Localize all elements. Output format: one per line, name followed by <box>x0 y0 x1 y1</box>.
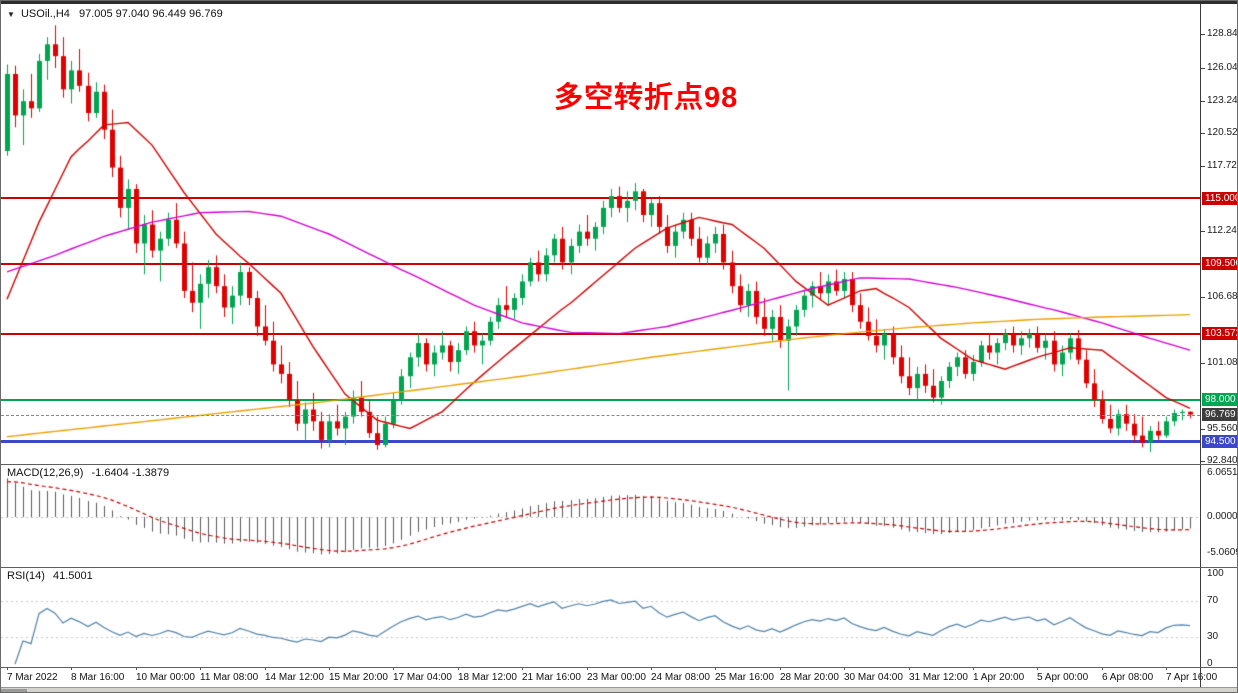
time-tick-mark <box>200 667 201 670</box>
hline-price-label: 109.500 <box>1202 257 1237 270</box>
time-tick-mark <box>587 667 588 670</box>
hline-price-label: 103.572 <box>1202 327 1237 340</box>
time-label: 24 Mar 08:00 <box>651 672 710 683</box>
time-label: 5 Apr 00:00 <box>1037 672 1089 683</box>
macd-panel-separator[interactable] <box>1 464 1237 465</box>
time-tick-mark <box>1037 667 1038 670</box>
time-label: 21 Mar 16:00 <box>522 672 581 683</box>
time-tick-mark <box>715 667 716 670</box>
time-label: 14 Mar 12:00 <box>265 672 324 683</box>
time-label: 11 Mar 08:00 <box>200 672 259 683</box>
time-label: 17 Mar 04:00 <box>393 672 452 683</box>
axis-separator-line <box>1200 4 1201 687</box>
price-tick-label: 123.240 <box>1207 95 1238 106</box>
time-tick-mark <box>973 667 974 670</box>
time-tick-mark <box>393 667 394 670</box>
macd-header: MACD(12,26,9) -1.6404 -1.3879 <box>7 467 169 479</box>
macd-tick-label: 6.0651 <box>1207 467 1238 478</box>
rsi-tick-label: 0 <box>1207 658 1213 669</box>
chart-text-annotation[interactable]: 多空转折点98 <box>554 82 739 114</box>
axis-tick-mark <box>1201 363 1205 364</box>
price-tick-label: 117.720 <box>1207 160 1237 171</box>
time-label: 25 Mar 16:00 <box>715 672 774 683</box>
main-chart-panel: ▼ USOil.,H4 97.005 97.040 96.449 96.769 … <box>1 4 1237 464</box>
rsi-panel-separator[interactable] <box>1 567 1237 568</box>
macd-name-label: MACD(12,26,9) <box>7 467 84 479</box>
window-top-border <box>1 1 1237 4</box>
chart-title: ▼ USOil.,H4 97.005 97.040 96.449 96.769 <box>7 8 223 20</box>
time-label: 23 Mar 00:00 <box>587 672 646 683</box>
time-tick-mark <box>136 667 137 670</box>
rsi-indicator-canvas[interactable] <box>1 567 1200 667</box>
ohlc-values: 97.005 97.040 96.449 96.769 <box>78 8 223 20</box>
time-tick-mark <box>780 667 781 670</box>
price-tick-label: 126.040 <box>1207 62 1238 73</box>
rsi-tick-label: 70 <box>1207 595 1219 606</box>
time-label: 30 Mar 04:00 <box>844 672 903 683</box>
rsi-panel: RSI(14) 41.5001 <box>1 567 1237 667</box>
current-price-label: 96.769 <box>1202 408 1237 421</box>
time-label: 15 Mar 20:00 <box>329 672 388 683</box>
axis-tick-mark <box>1201 133 1205 134</box>
time-tick-mark <box>522 667 523 670</box>
hline-price-label: 115.000 <box>1202 192 1237 205</box>
rsi-name-label: RSI(14) <box>7 570 45 582</box>
price-tick-label: 92.840 <box>1207 455 1238 466</box>
time-tick-mark <box>651 667 652 670</box>
time-tick-mark <box>458 667 459 670</box>
time-tick-mark <box>329 667 330 670</box>
macd-indicator-canvas[interactable] <box>1 464 1200 567</box>
price-tick-label: 95.560 <box>1207 423 1238 434</box>
axis-tick-mark <box>1201 297 1205 298</box>
time-tick-mark <box>1166 667 1167 670</box>
time-tick-mark <box>1102 667 1103 670</box>
time-axis[interactable]: 7 Mar 2022 8 Mar 16:00 10 Mar 00:00 11 Mar … <box>1 667 1237 687</box>
current-price-line <box>1 415 1200 416</box>
macd-tick-label: -5.0609 <box>1207 547 1238 558</box>
time-label: 18 Mar 12:00 <box>458 672 517 683</box>
time-label: 28 Mar 20:00 <box>780 672 839 683</box>
macd-tick-label: 0.0000 <box>1207 511 1238 522</box>
hline-price-label: 98.000 <box>1202 393 1237 406</box>
time-label: 31 Mar 12:00 <box>909 672 968 683</box>
price-tick-label: 120.520 <box>1207 127 1238 138</box>
axis-tick-mark <box>1201 231 1205 232</box>
axis-tick-mark <box>1201 101 1205 102</box>
rsi-tick-label: 100 <box>1207 568 1224 579</box>
symbol-dropdown-icon[interactable]: ▼ <box>7 10 15 19</box>
axis-tick-mark <box>1201 68 1205 69</box>
bottom-scrollbar[interactable] <box>1 687 1237 692</box>
axis-tick-mark <box>1201 461 1205 462</box>
price-tick-label: 128.840 <box>1207 28 1238 39</box>
time-tick-mark <box>71 667 72 670</box>
time-label: 10 Mar 00:00 <box>136 672 195 683</box>
macd-values-label: -1.6404 -1.3879 <box>91 467 170 479</box>
price-tick-label: 101.080 <box>1207 357 1238 368</box>
price-tick-label: 112.240 <box>1207 225 1237 236</box>
time-tick-mark <box>844 667 845 670</box>
hline-price-label: 94.500 <box>1202 435 1237 448</box>
axis-tick-mark <box>1201 34 1205 35</box>
macd-panel: MACD(12,26,9) -1.6404 -1.3879 <box>1 464 1237 567</box>
time-axis-separator <box>1 667 1237 668</box>
time-label: 7 Mar 2022 <box>7 672 58 683</box>
time-label: 7 Apr 16:00 <box>1166 672 1218 683</box>
symbol-period-label: USOil.,H4 <box>20 8 70 20</box>
time-tick-mark <box>909 667 910 670</box>
time-tick-mark <box>7 667 8 670</box>
price-tick-label: 106.680 <box>1207 291 1238 302</box>
time-label: 1 Apr 20:00 <box>973 672 1025 683</box>
rsi-tick-label: 30 <box>1207 631 1219 642</box>
rsi-value-label: 41.5001 <box>52 570 93 582</box>
time-tick-mark <box>265 667 266 670</box>
time-label: 6 Apr 08:00 <box>1102 672 1154 683</box>
price-axis[interactable]: 128.840 126.040 123.240 120.520 117.720 112.2… <box>1201 1 1238 692</box>
time-label: 8 Mar 16:00 <box>71 672 125 683</box>
price-chart-canvas[interactable] <box>1 4 1200 464</box>
axis-tick-mark <box>1201 166 1205 167</box>
rsi-header: RSI(14) 41.5001 <box>7 570 93 582</box>
axis-tick-mark <box>1201 429 1205 430</box>
scrollbar-thumb[interactable] <box>1 689 27 692</box>
